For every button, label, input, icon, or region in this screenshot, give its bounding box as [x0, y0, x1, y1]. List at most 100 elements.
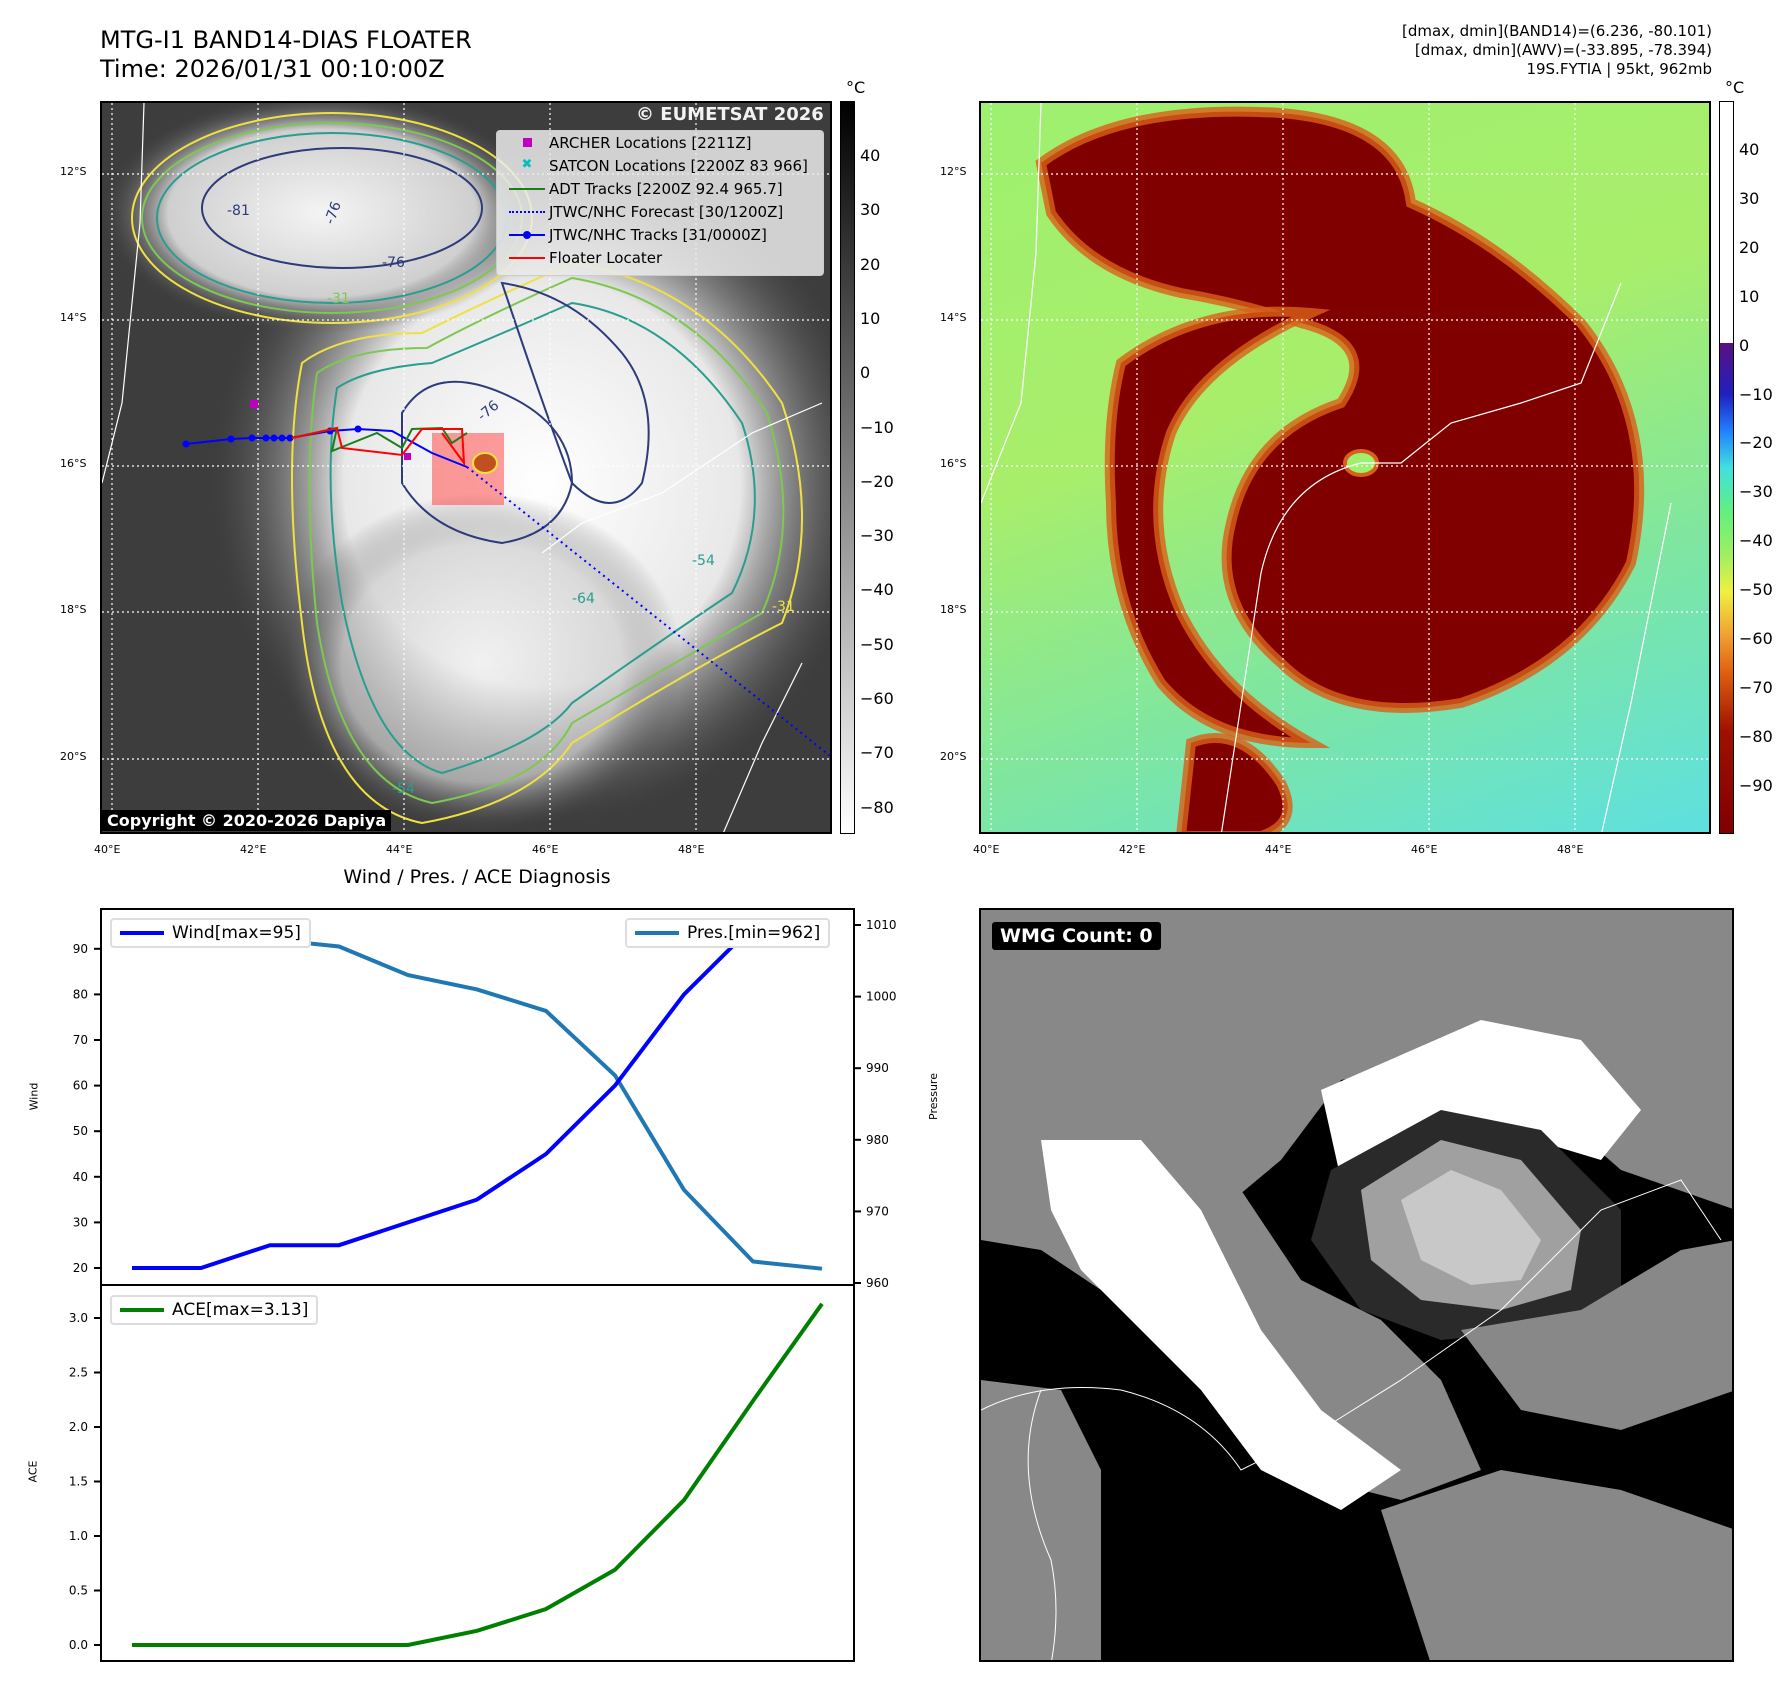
lat-label: 18°S — [60, 603, 87, 616]
ir-map-image — [102, 103, 830, 832]
legend-archer: ARCHER Locations [2211Z] — [549, 134, 752, 152]
colorbar-tick-label: −40 — [860, 580, 894, 600]
stats-info: [dmax, dmin](BAND14)=(6.236, -80.101) [d… — [1402, 22, 1712, 79]
wind-legend-swatch — [120, 931, 164, 935]
colorbar-tick-label: −30 — [1739, 482, 1773, 502]
lon-label: 44°E — [386, 843, 413, 856]
contour-label: -76 — [382, 255, 405, 271]
lon-label: 42°E — [1119, 843, 1146, 856]
time-line: Time: 2026/01/31 00:10:00Z — [100, 55, 445, 83]
colorbar-tick-label: −60 — [860, 689, 894, 708]
colorbar-tick-label: 10 — [1739, 286, 1760, 306]
storm-info: 19S.FYTIA | 95kt, 962mb — [1526, 60, 1712, 78]
colorbar-tick-label: −50 — [860, 634, 894, 654]
colorbar-tick-label: 10 — [860, 308, 881, 328]
colorbar-tick-label: −70 — [1739, 677, 1773, 697]
legend-tracks: JTWC/NHC Tracks [31/0000Z] — [549, 226, 767, 244]
lon-label: 40°E — [973, 843, 1000, 856]
legend-floater: Floater Locater — [549, 249, 663, 267]
floater-line-icon — [509, 257, 545, 259]
colorbar-tick-label: −80 — [1739, 726, 1773, 746]
chart-title: Wind / Pres. / ACE Diagnosis — [343, 866, 611, 888]
eumetsat-watermark: © EUMETSAT 2026 — [636, 104, 824, 125]
wind-tick-label: 50 — [73, 1124, 88, 1138]
colorbar-tick-label: −30 — [860, 526, 894, 546]
ace-tick-label: 0.5 — [69, 1584, 88, 1598]
ace-line — [132, 1302, 824, 1647]
ace-axis-label: ACE — [26, 1460, 40, 1483]
wind-axis-label: Wind — [27, 1082, 41, 1111]
tracks-line-icon — [509, 231, 545, 239]
wmg-image — [981, 910, 1732, 1660]
pressure-tick-label: 970 — [866, 1204, 889, 1218]
lat-label: 12°S — [940, 165, 967, 178]
wmg-panel — [979, 908, 1734, 1662]
wind-tick-label: 40 — [73, 1170, 88, 1184]
ace-tick-label: 3.0 — [69, 1311, 88, 1325]
lat-label: 20°S — [940, 750, 967, 763]
ace-tick-label: 0.0 — [69, 1638, 88, 1652]
pressure-tick-label: 980 — [866, 1133, 889, 1147]
colorbar-tick-label: 30 — [860, 200, 881, 220]
colorbar-tick-label: −50 — [1739, 580, 1773, 600]
colorbar-tick-label: −70 — [860, 743, 894, 763]
ace-legend-swatch — [120, 1308, 164, 1312]
lat-label: 16°S — [940, 457, 967, 470]
pressure-line — [132, 923, 823, 1271]
wind-tick-label: 90 — [73, 942, 88, 956]
lat-label: 14°S — [940, 311, 967, 324]
ace-tick-label: 2.0 — [69, 1420, 88, 1434]
figure-title: MTG-I1 BAND14-DIAS FLOATER Time: 2026/01… — [100, 26, 472, 84]
colorbar-tick-label: −60 — [1739, 629, 1773, 648]
pressure-tick-label: 990 — [866, 1061, 889, 1075]
contour-label: -54 — [392, 781, 415, 797]
contour-label: -81 — [227, 203, 250, 219]
contour-label: -31 — [772, 599, 795, 615]
contour-label: -31 — [327, 291, 350, 307]
contour-label: -54 — [692, 553, 715, 569]
wind-line — [132, 924, 822, 1270]
colorbar-unit: °C — [1725, 78, 1745, 97]
archer-marker-icon — [509, 136, 545, 150]
pressure-axis-label: Pressure — [926, 1073, 940, 1120]
lon-label: 46°E — [532, 843, 559, 856]
ace-tick-label: 1.0 — [69, 1529, 88, 1543]
lon-label: 44°E — [1265, 843, 1292, 856]
pressure-legend-label: Pres.[min=962] — [687, 923, 821, 943]
awv-map — [979, 101, 1711, 834]
wind-tick-label: 80 — [73, 987, 88, 1001]
wind-tick-label: 70 — [73, 1033, 88, 1047]
wind-tick-label: 30 — [73, 1215, 88, 1229]
copyright-label: Copyright © 2020-2026 Dapiya — [102, 810, 392, 831]
lat-label: 12°S — [60, 165, 87, 178]
contour-label: -64 — [572, 591, 595, 607]
ace-tick-label: 2.5 — [69, 1366, 88, 1380]
ace-legend: ACE[max=3.13] — [110, 1295, 319, 1325]
colorbar-tick-label: −10 — [1739, 384, 1773, 404]
lon-label: 48°E — [678, 843, 705, 856]
wind-legend: Wind[max=95] — [110, 918, 311, 948]
colorbar-tick-label: 40 — [1739, 140, 1760, 159]
pressure-legend: Pres.[min=962] — [625, 918, 831, 948]
wind-legend-label: Wind[max=95] — [172, 923, 301, 943]
wind-tick-label: 60 — [73, 1079, 88, 1093]
legend-satcon: SATCON Locations [2200Z 83 966] — [549, 157, 808, 175]
colorbar-tick-label: −90 — [1739, 775, 1773, 795]
legend-forecast: JTWC/NHC Forecast [30/1200Z] — [549, 203, 784, 221]
lon-label: 42°E — [240, 843, 267, 856]
pressure-tick-label: 960 — [866, 1276, 889, 1290]
colorbar-grayscale — [840, 101, 855, 834]
colorbar-unit: °C — [846, 78, 866, 97]
ace-tick-label: 1.5 — [69, 1475, 88, 1489]
colorbar-tick-label: 0 — [1739, 335, 1750, 355]
colorbar-tick-label: −20 — [860, 471, 894, 491]
colorbar-tick-label: 0 — [860, 363, 871, 383]
lat-label: 20°S — [60, 750, 87, 763]
lon-label: 40°E — [94, 843, 121, 856]
awv-stats: [dmax, dmin](AWV)=(-33.895, -78.394) — [1414, 41, 1712, 59]
wmg-count-badge: WMG Count: 0 — [992, 922, 1161, 950]
map-legend: ARCHER Locations [2211Z] ✖ SATCON Locati… — [496, 130, 824, 276]
wind-pressure-chart — [100, 908, 855, 1286]
ace-chart — [100, 1284, 855, 1662]
lon-label: 46°E — [1411, 843, 1438, 856]
